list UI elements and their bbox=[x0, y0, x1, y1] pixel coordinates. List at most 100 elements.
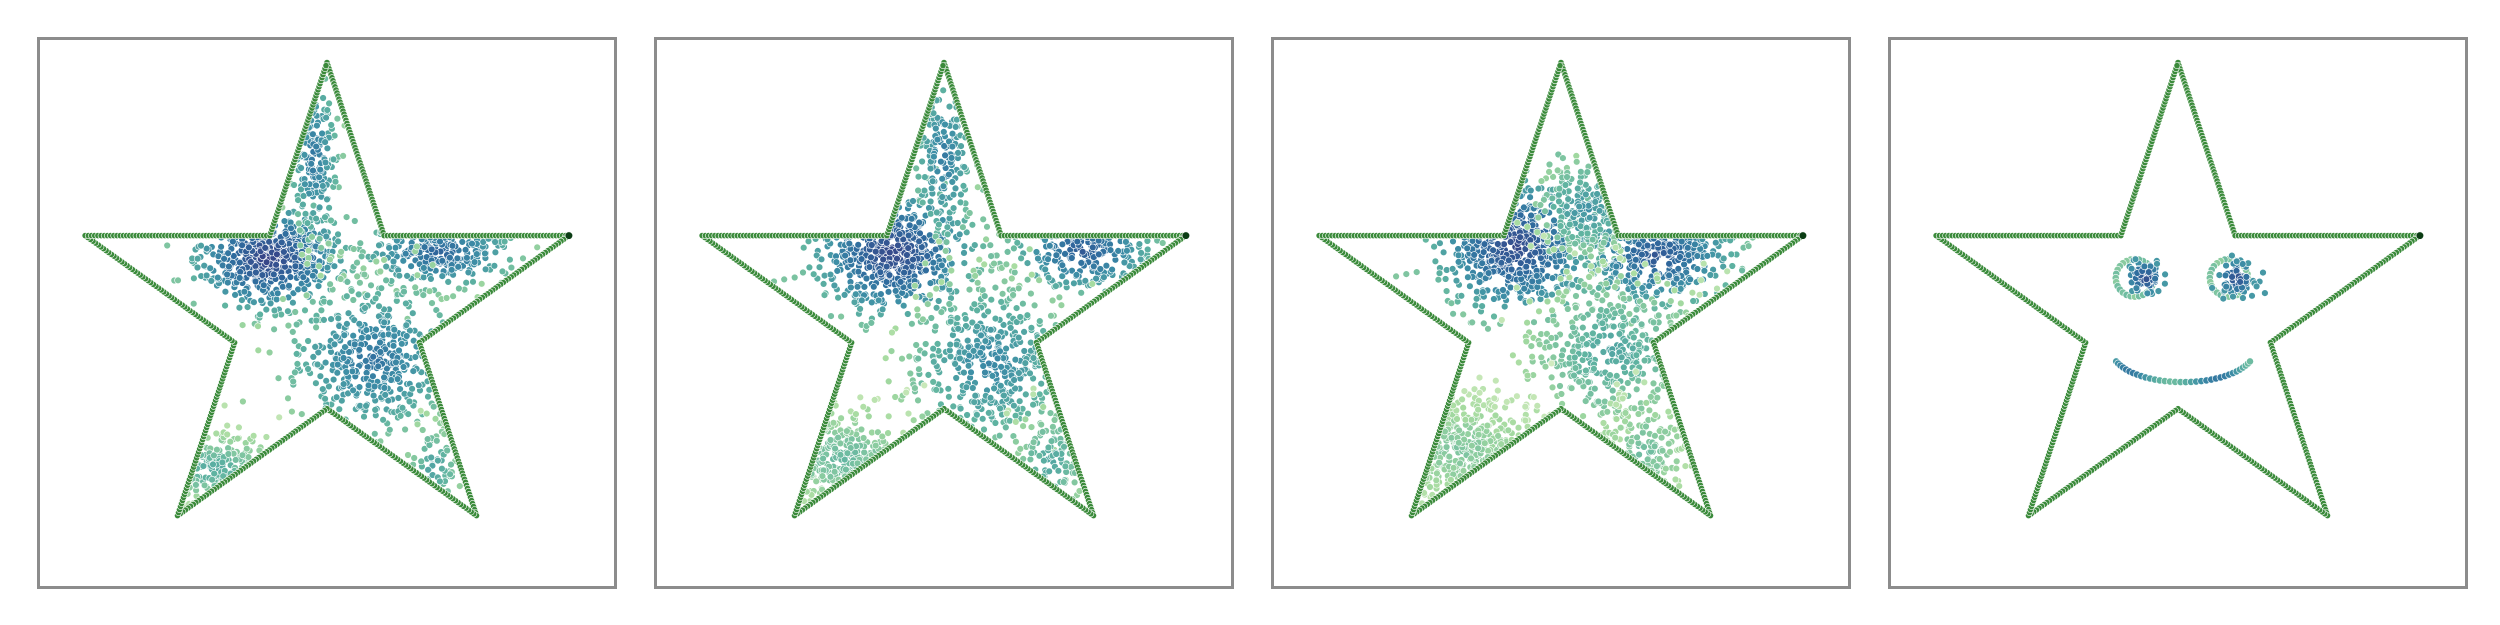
data-point bbox=[927, 314, 935, 322]
data-point bbox=[380, 384, 389, 392]
data-point bbox=[334, 237, 342, 246]
data-point bbox=[1037, 420, 1045, 429]
data-point bbox=[993, 354, 1002, 363]
data-point bbox=[343, 292, 351, 300]
data-point bbox=[304, 337, 312, 345]
data-point bbox=[859, 434, 868, 442]
data-point bbox=[1531, 248, 1539, 257]
data-point bbox=[979, 242, 987, 250]
data-point bbox=[1049, 423, 1057, 431]
data-point bbox=[1035, 452, 1044, 460]
data-point bbox=[332, 332, 340, 341]
data-point bbox=[944, 385, 952, 393]
data-point bbox=[952, 340, 961, 349]
data-point bbox=[224, 249, 232, 257]
data-point bbox=[252, 268, 260, 277]
data-point bbox=[820, 291, 829, 299]
data-point bbox=[933, 114, 942, 122]
data-point bbox=[791, 273, 799, 282]
data-point bbox=[355, 346, 363, 354]
data-point bbox=[411, 353, 419, 361]
data-point bbox=[1494, 240, 1502, 248]
data-point bbox=[885, 412, 893, 420]
data-point bbox=[200, 481, 209, 489]
data-point bbox=[1057, 301, 1066, 309]
data-point bbox=[1538, 289, 1546, 297]
data-point bbox=[312, 379, 320, 387]
data-point bbox=[922, 266, 930, 275]
data-point bbox=[871, 396, 879, 404]
data-point bbox=[956, 354, 964, 363]
data-point bbox=[394, 394, 403, 402]
data-point bbox=[931, 322, 940, 331]
data-point bbox=[1062, 278, 1070, 287]
data-point bbox=[417, 407, 425, 415]
data-point bbox=[309, 130, 317, 138]
data-point bbox=[852, 410, 860, 418]
data-point bbox=[417, 457, 425, 466]
data-point bbox=[298, 410, 306, 418]
data-point bbox=[423, 409, 431, 418]
data-point bbox=[893, 255, 901, 263]
data-point bbox=[313, 360, 322, 369]
data-point bbox=[939, 86, 947, 94]
data-point bbox=[371, 332, 379, 341]
data-point bbox=[1484, 269, 1493, 277]
data-point bbox=[1060, 443, 1068, 451]
data-point bbox=[962, 315, 970, 323]
data-point bbox=[425, 287, 434, 295]
data-point bbox=[447, 460, 455, 469]
data-point bbox=[235, 304, 244, 312]
data-point bbox=[301, 306, 309, 314]
data-point bbox=[1021, 415, 1030, 423]
data-point bbox=[837, 312, 845, 321]
data-point bbox=[970, 300, 979, 308]
data-point bbox=[430, 403, 438, 411]
data-point bbox=[918, 157, 926, 166]
data-point bbox=[1000, 368, 1009, 376]
data-point bbox=[312, 181, 320, 190]
data-point bbox=[220, 401, 229, 410]
data-point bbox=[293, 350, 301, 358]
data-point bbox=[366, 344, 374, 352]
data-point bbox=[912, 293, 920, 301]
data-point bbox=[956, 230, 964, 239]
data-point bbox=[380, 256, 388, 264]
data-point bbox=[854, 268, 863, 276]
data-point bbox=[379, 416, 387, 424]
data-point bbox=[1035, 276, 1043, 284]
data-point bbox=[1484, 325, 1492, 333]
data-point bbox=[937, 278, 946, 286]
data-point bbox=[380, 318, 388, 327]
data-point bbox=[867, 319, 876, 327]
data-point bbox=[334, 314, 342, 322]
data-point bbox=[406, 326, 414, 335]
data-point bbox=[916, 229, 924, 238]
data-point bbox=[258, 271, 267, 279]
data-point bbox=[1037, 380, 1045, 388]
data-point bbox=[859, 403, 868, 411]
data-point bbox=[1058, 240, 1067, 249]
data-point bbox=[1480, 319, 1488, 328]
data-point bbox=[223, 270, 231, 279]
data-point bbox=[251, 277, 260, 286]
data-point bbox=[1454, 258, 1463, 266]
data-point bbox=[915, 218, 923, 227]
data-point bbox=[325, 99, 333, 108]
data-point bbox=[956, 169, 964, 178]
data-point bbox=[964, 362, 973, 370]
data-point bbox=[362, 326, 371, 334]
data-point bbox=[319, 94, 327, 102]
data-point bbox=[898, 214, 906, 222]
data-point bbox=[209, 460, 217, 469]
data-point bbox=[1048, 296, 1057, 305]
data-point bbox=[1027, 423, 1036, 431]
data-point bbox=[313, 121, 321, 130]
data-point bbox=[1430, 243, 1438, 251]
data-point bbox=[1471, 301, 1480, 310]
data-point bbox=[929, 345, 937, 353]
data-point bbox=[284, 394, 292, 402]
data-point bbox=[1045, 467, 1053, 475]
data-point bbox=[197, 242, 205, 250]
data-point bbox=[1002, 423, 1010, 432]
